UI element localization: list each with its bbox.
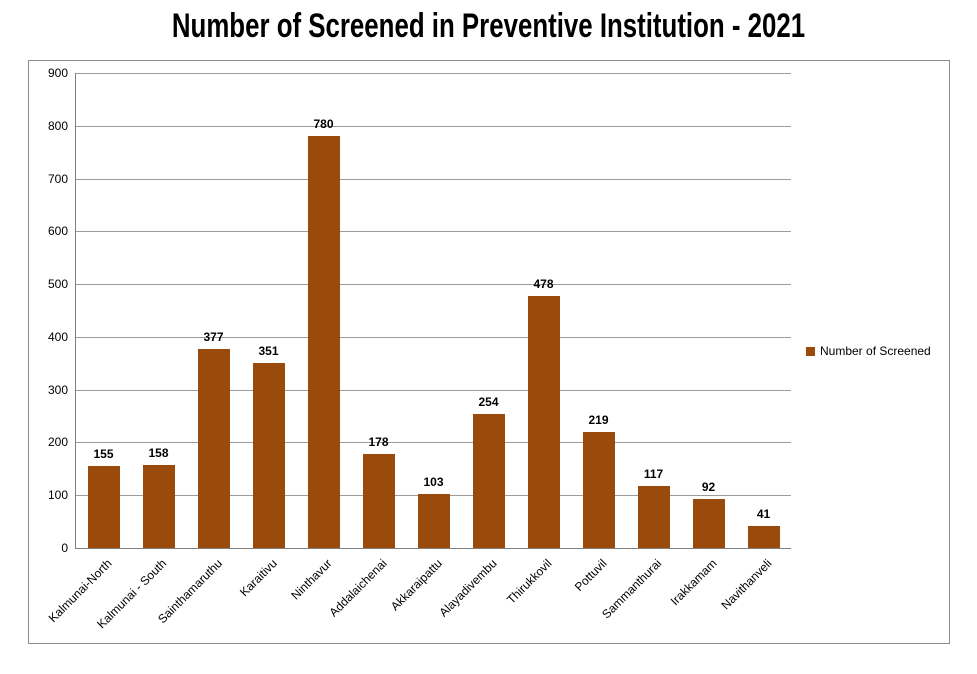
bar [197, 349, 230, 548]
gridline [76, 284, 791, 286]
bar-value-label: 103 [423, 474, 444, 489]
bar [307, 136, 340, 548]
gridline [76, 73, 791, 74]
bar [142, 464, 175, 548]
gridline [76, 231, 791, 233]
plot-area: 155 158 377 351 780 178 103 254 478 219 117 92 41 [75, 73, 791, 549]
bar-value-label: 478 [533, 276, 554, 291]
bar-value-label: 158 [148, 445, 169, 460]
bar [582, 432, 615, 548]
bar [252, 362, 285, 548]
bar-value-label: 219 [588, 413, 609, 428]
bar [637, 486, 670, 548]
x-category-label: Karaitivu [236, 556, 280, 600]
y-tick-label: 700 [47, 171, 68, 186]
gridline [76, 442, 791, 444]
y-tick-label: 100 [47, 488, 68, 503]
bar [472, 413, 505, 548]
bar [527, 295, 560, 548]
gridline [76, 178, 791, 180]
bar-value-label: 351 [258, 343, 279, 358]
x-category-label: Irakkamam [667, 556, 720, 609]
x-category-label: Ninthavur [288, 556, 335, 603]
x-category-label: Addalaichenai [326, 556, 390, 620]
bar-value-label: 780 [313, 117, 334, 132]
x-category-label: Sammanthurai [599, 556, 665, 622]
bar-value-label: 377 [203, 330, 224, 345]
bars-layer: 155 158 377 351 780 178 103 254 478 219 117 92 41 [76, 73, 791, 548]
x-category-label: Pottuvil [571, 556, 610, 595]
bar-value-label: 254 [478, 394, 499, 409]
y-tick-label: 600 [47, 224, 68, 239]
y-tick-label: 0 [61, 541, 68, 555]
bar-value-label: 92 [701, 480, 716, 495]
y-tick-label: 200 [47, 435, 68, 450]
y-tick-label: 400 [47, 329, 68, 344]
bar-value-label: 178 [368, 435, 389, 450]
bar [417, 493, 450, 548]
bar-value-label: 41 [756, 507, 771, 522]
x-category-label: Navithanveli [718, 556, 775, 613]
chart-title: Number of Screened in Preventive Institu… [171, 7, 806, 45]
bar [747, 526, 780, 548]
gridline [76, 389, 791, 391]
y-tick-label: 900 [47, 66, 68, 80]
x-category-label: Thirukkovil [504, 556, 555, 607]
bar [362, 454, 395, 548]
gridline [76, 336, 791, 338]
y-tick-label: 500 [47, 277, 68, 292]
y-tick-label: 800 [47, 118, 68, 133]
bar [692, 499, 725, 548]
x-category-label: Akkaraipattu [387, 556, 445, 614]
bar-value-label: 155 [93, 447, 114, 462]
y-tick-label: 300 [47, 382, 68, 397]
bar-value-label: 117 [643, 467, 664, 482]
bar [87, 466, 120, 548]
gridline [76, 125, 791, 127]
legend-label: Number of Screened [820, 344, 931, 358]
x-category-label: Alayadivembu [436, 556, 500, 620]
legend-swatch-icon [806, 347, 815, 356]
legend: Number of Screened [806, 345, 931, 358]
